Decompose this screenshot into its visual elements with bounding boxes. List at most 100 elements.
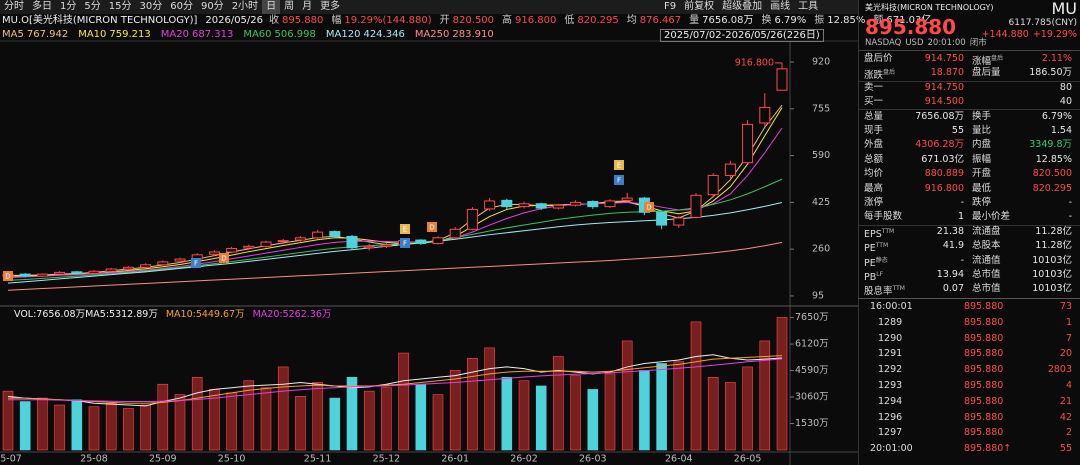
trade-volume: 42 — [1059, 411, 1072, 423]
period-button[interactable]: 周 — [284, 1, 295, 12]
candle-body — [208, 251, 220, 255]
volume-bar — [742, 366, 753, 451]
cell-label: 涨停 — [864, 197, 884, 208]
volume-bar — [776, 317, 788, 451]
cell-label: 总股本 — [972, 240, 1001, 252]
y-tick-label: 6120万 — [795, 339, 829, 350]
cell-label: 均价 — [864, 168, 884, 180]
trade-volume: 73 — [1059, 301, 1072, 312]
quote-row: 最高 916.800 最低 820.295 — [864, 182, 1076, 196]
event-marker-label: E — [617, 162, 621, 170]
quote-cell: PBLF 13.94 — [864, 268, 968, 283]
cell-label: 内盘 — [972, 139, 992, 151]
quote-value: 19.29%(144.880) — [344, 15, 432, 26]
period-button[interactable]: 月 — [302, 1, 313, 12]
quote-label: 高 — [502, 15, 513, 26]
tool-button[interactable]: 前复权 — [684, 1, 715, 12]
volume-bar — [123, 408, 134, 451]
candle-body — [673, 217, 685, 226]
quote-value: 820.295 — [577, 15, 619, 26]
quote-cell: 内盘 3349.8万 — [972, 138, 1076, 152]
quote-cell: 总额 671.03亿 — [864, 153, 968, 167]
volume-bar — [621, 340, 633, 451]
quote-cell: 盘后量 186.50万 — [972, 66, 1076, 80]
trade-row: 1296 895.880 42 — [864, 410, 1076, 425]
cell-sup: TTM — [875, 242, 889, 250]
period-button[interactable]: 1分 — [60, 1, 77, 12]
quote-row: 外盘 4306.28万 内盘 3349.8万 — [864, 138, 1076, 152]
cell-value: - — [1068, 211, 1072, 223]
cell-label: 量比 — [972, 125, 992, 136]
y-tick-label: 590 — [812, 150, 830, 161]
period-button[interactable]: 30分 — [139, 1, 163, 12]
period-button[interactable]: 更多 — [320, 1, 341, 12]
event-marker — [400, 238, 410, 248]
candle-body — [742, 123, 754, 164]
period-button[interactable]: 分时 — [4, 1, 24, 12]
period-button[interactable]: 5分 — [84, 1, 101, 12]
period-button[interactable]: 60分 — [170, 1, 193, 12]
cell-label: 卖一 — [864, 81, 884, 93]
period-button[interactable]: 2小时 — [231, 1, 259, 12]
volume-bar — [157, 383, 169, 451]
volume-bar — [449, 370, 461, 451]
tool-button[interactable]: 画线 — [770, 1, 791, 12]
quote-cell: 量比 1.54 — [972, 124, 1076, 138]
candle-body — [260, 241, 272, 247]
trade-row: 1292 895.880 2803 — [864, 362, 1076, 377]
volume-bar — [535, 385, 547, 451]
volume-bar — [690, 321, 702, 451]
period-button[interactable]: 90分 — [200, 1, 224, 12]
volume-bar — [501, 377, 513, 451]
cell-label: EPSTTM — [864, 227, 895, 240]
quote-value: 916.800 — [515, 15, 557, 26]
trade-volume: 55 — [1059, 443, 1072, 455]
trade-row: 16:00:01 895.880 73 — [864, 299, 1076, 314]
quote-label: 额 — [873, 15, 884, 26]
cell-label: PETTM — [864, 242, 889, 255]
quote-cell: 盘后价 914.750 — [864, 52, 968, 66]
period-button[interactable]: 多日 — [32, 1, 52, 12]
cell-label: PE静态 — [864, 256, 888, 269]
toolbar: 分时 多日 1分 5分 15分 30分 60分 90分 2小时日周月更多 F9 前复权 超级叠加 画线工… — [0, 0, 858, 14]
quote-cell: 开盘 820.500 — [972, 167, 1076, 181]
candle-body — [71, 271, 83, 274]
y-tick-label: 755 — [812, 103, 830, 114]
trade-row: 20:01:00 895.880↑ 55 — [864, 441, 1076, 456]
quote-cell: PETTM 41.9 — [864, 239, 968, 255]
tool-button[interactable]: 超级叠加 — [722, 1, 763, 12]
volume-bar — [346, 377, 358, 451]
cell-label: 盘后价 — [864, 53, 893, 64]
cell-label: 涨跌盘后 — [864, 69, 896, 82]
quote-cell: 买一 914.500 — [864, 95, 968, 109]
tool-button[interactable]: F9 — [664, 1, 677, 12]
trade-row: 1294 895.880 21 — [864, 394, 1076, 409]
cell-label: 外盘 — [864, 139, 884, 151]
quote-cell: 振幅 12.85% — [972, 153, 1076, 167]
legend-name: MA10 — [78, 29, 107, 40]
period-button[interactable]: 日 — [262, 0, 281, 14]
volume-bar — [71, 399, 83, 451]
legend-entry: MA20:5262.36万 — [252, 309, 332, 320]
period-button[interactable]: 15分 — [108, 1, 132, 12]
candle-body — [570, 201, 582, 206]
tool-button[interactable]: 工具 — [798, 1, 819, 12]
volume-ma-line — [8, 355, 783, 404]
trade-time: 1291 — [878, 348, 903, 360]
cell-value: 18.870 — [930, 67, 964, 79]
event-marker-label: D — [646, 204, 651, 212]
candle-body — [380, 244, 392, 247]
cell-label: 流通值 — [972, 254, 1001, 266]
cell-label: 每手股数 — [864, 211, 903, 223]
legend-name: MA120 — [325, 29, 361, 40]
cell-label: 现手 — [864, 125, 884, 136]
trade-time: 1294 — [878, 395, 903, 407]
quote-cell: 流通盘 11.28亿 — [972, 225, 1076, 239]
cell-label: 盘后量 — [972, 67, 1001, 79]
cell-label: 总市值 — [972, 269, 1001, 280]
quote-value: 876.467 — [639, 15, 682, 26]
cell-value: 41.9 — [942, 240, 964, 252]
volume-legend: VOL:7656.08万MA5:5312.89万 MA10:5449.67万 MA2… — [14, 308, 331, 322]
trade-time: 1297 — [878, 427, 903, 439]
